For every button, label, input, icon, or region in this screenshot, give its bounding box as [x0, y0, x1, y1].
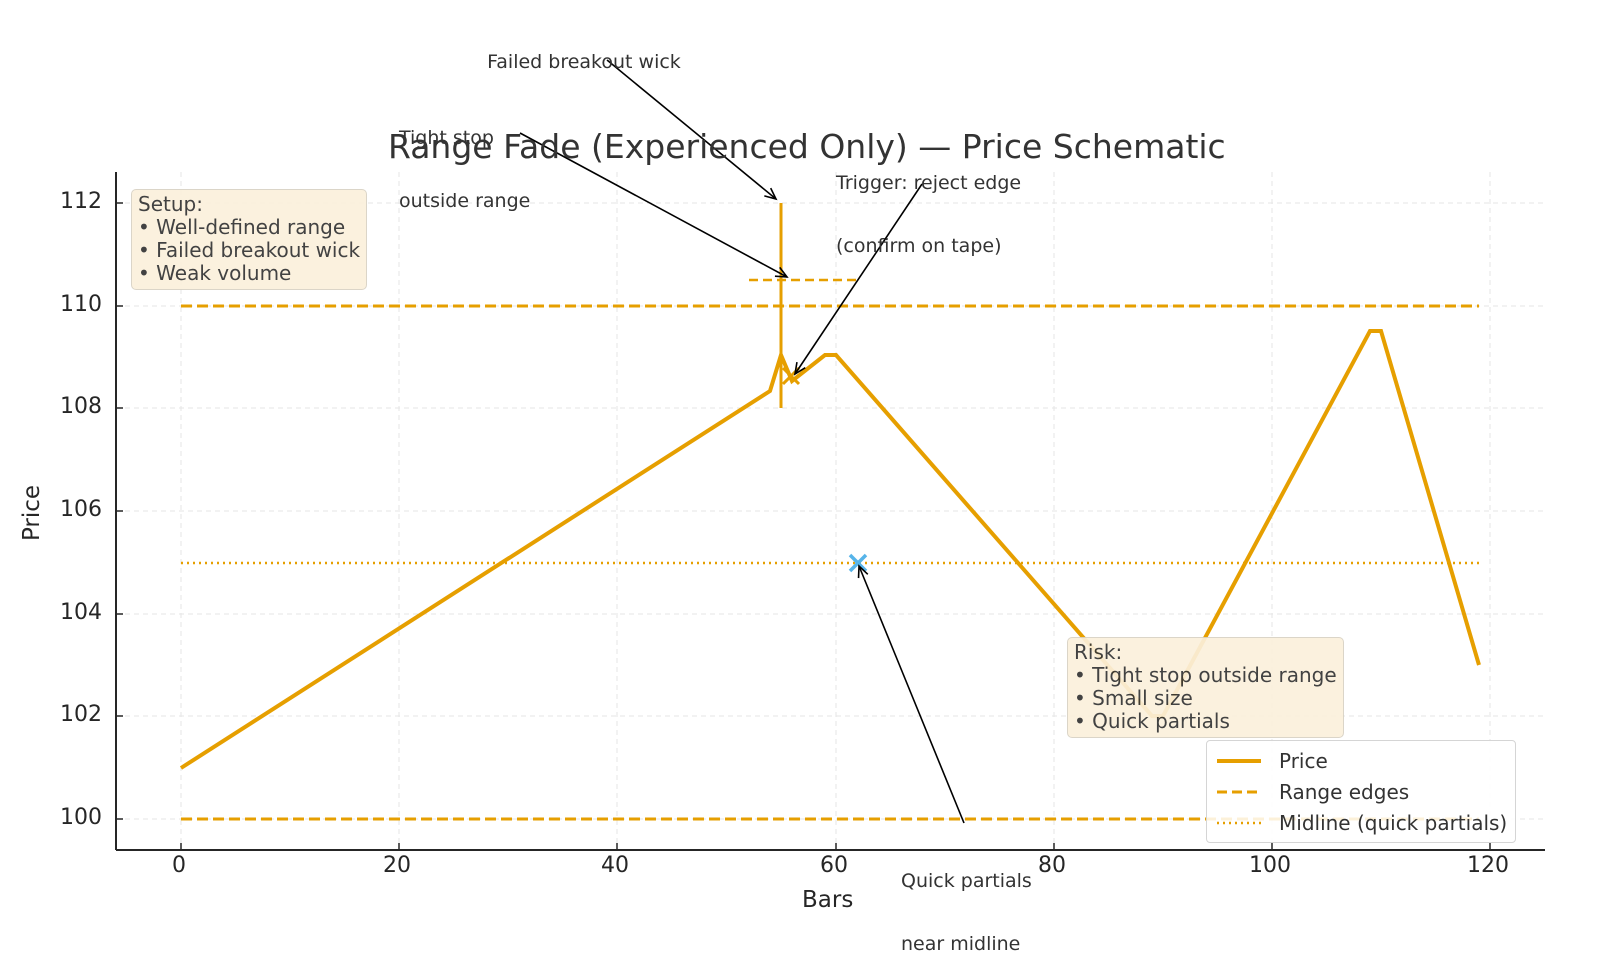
legend-label: Midline (quick partials) — [1279, 810, 1508, 835]
y-tick-label: 106 — [60, 497, 102, 522]
annotation-failed-wick: Failed breakout wick — [475, 31, 681, 73]
annotation-tight-stop: Tight stop outside range — [399, 86, 530, 233]
target-marker — [848, 553, 868, 573]
annotation-text: Tight stop — [399, 127, 494, 149]
x-ticks — [180, 843, 1491, 850]
annotation-text: Failed breakout wick — [487, 51, 681, 73]
y-tick-label: 102 — [60, 702, 102, 727]
legend-item-midline: Midline (quick partials) — [1215, 807, 1507, 838]
solid-line-icon — [1217, 758, 1261, 763]
annotation-text: (confirm on tape) — [836, 235, 1002, 257]
x-tick-label: 0 — [172, 853, 186, 878]
x-tick-label: 20 — [383, 853, 411, 878]
legend-item-range-edges: Range edges — [1215, 776, 1507, 807]
annotation-text: outside range — [399, 190, 531, 212]
annotation-text: near midline — [901, 933, 1021, 955]
y-tick-label: 108 — [60, 394, 102, 419]
x-tick-label: 80 — [1038, 853, 1066, 878]
annotation-arrows — [519, 59, 965, 824]
legend: Price Range edges Midline (quick partial… — [1206, 740, 1517, 843]
risk-box: Risk: • Tight stop outside range • Small… — [1067, 637, 1344, 738]
chart-title: Range Fade (Experienced Only) — Price Sc… — [388, 127, 1226, 166]
x-tick-label: 120 — [1467, 853, 1509, 878]
legend-label: Range edges — [1279, 779, 1410, 804]
legend-item-price: Price — [1215, 745, 1507, 776]
x-tick-label: 60 — [820, 853, 848, 878]
x-tick-label: 100 — [1249, 853, 1291, 878]
annotation-text: Trigger: reject edge — [836, 172, 1022, 194]
annotation-quick-partials: Quick partials near midline — [901, 829, 1032, 976]
price-line — [179, 329, 1481, 770]
x-axis-label: Bars — [802, 887, 854, 913]
x-tick-label: 40 — [601, 853, 629, 878]
dotted-line-icon — [1217, 821, 1261, 824]
annotation-trigger: Trigger: reject edge (confirm on tape) — [836, 131, 1021, 278]
y-tick-label: 104 — [60, 600, 102, 625]
annotation-text: Quick partials — [901, 870, 1032, 892]
setup-box: Setup: • Well-defined range • Failed bre… — [131, 189, 368, 290]
y-tick-label: 100 — [60, 805, 102, 830]
y-axis-label: Price — [19, 484, 46, 542]
y-tick-label: 112 — [60, 189, 102, 214]
dashed-line-icon — [1217, 790, 1261, 793]
y-ticks — [116, 202, 123, 820]
y-tick-label: 110 — [60, 292, 102, 317]
legend-label: Price — [1279, 748, 1328, 773]
